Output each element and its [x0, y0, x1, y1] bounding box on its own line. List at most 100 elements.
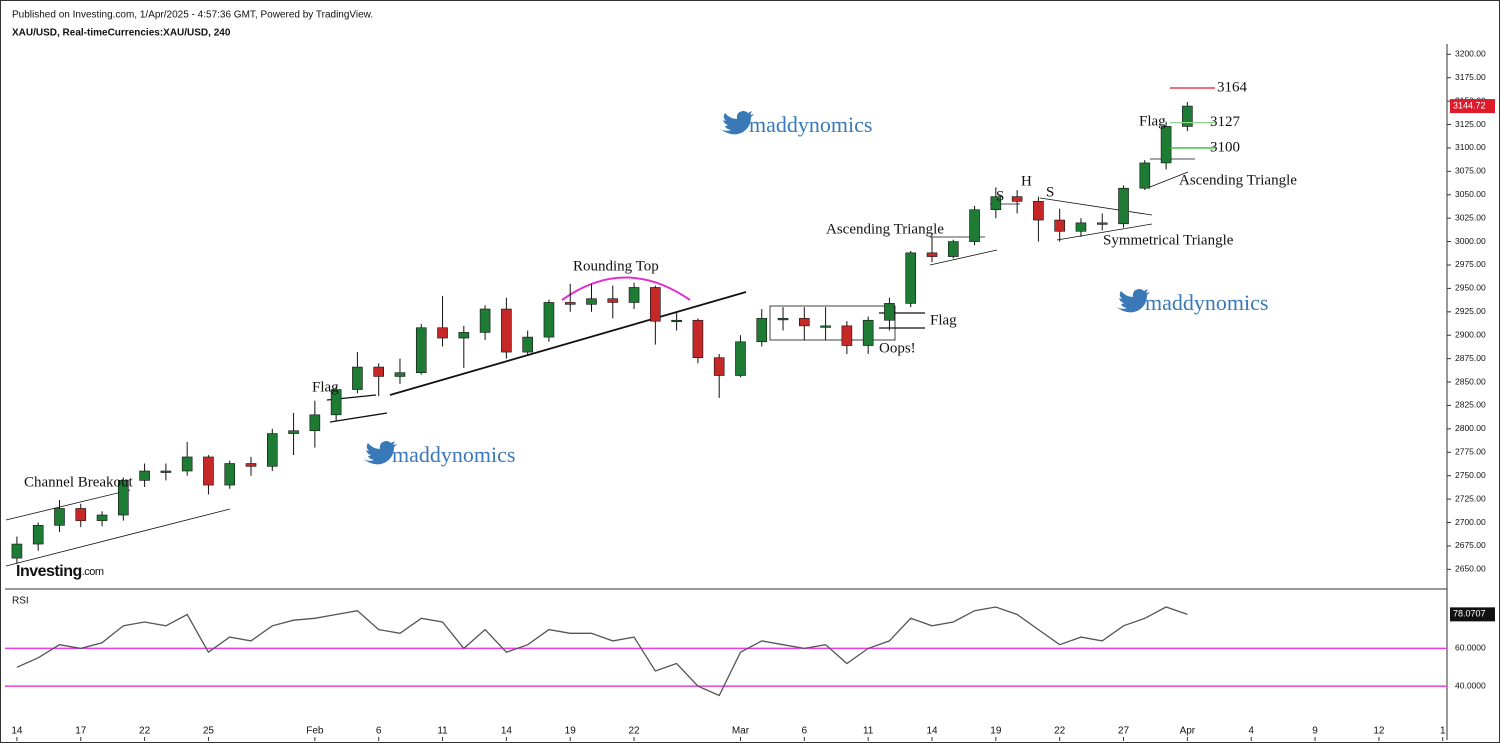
watermark: maddynomics — [1145, 290, 1268, 315]
candle-body — [756, 318, 768, 343]
annotation: Ascending Triangle — [826, 221, 944, 237]
candle-body — [54, 508, 65, 526]
candle-body — [288, 430, 299, 434]
candle-body — [139, 470, 150, 481]
x-tick-label: 11 — [863, 726, 874, 737]
candle-body — [522, 336, 533, 353]
rsi-line — [16, 606, 1188, 697]
x-tick-label: 14 — [501, 726, 513, 737]
level-label: 3127 — [1210, 114, 1241, 130]
rsi-tick-label: 60.0000 — [1455, 643, 1486, 653]
candle-body — [266, 433, 278, 467]
candle-body — [947, 241, 959, 257]
candle-body — [181, 456, 193, 472]
y-tick-label: 3175.00 — [1455, 72, 1486, 82]
annotation: Rounding Top — [573, 258, 659, 274]
candle-body — [309, 414, 321, 432]
x-tick-label: 12 — [1373, 726, 1385, 737]
x-tick-label: 9 — [1312, 726, 1318, 737]
x-tick-label: 22 — [139, 726, 151, 737]
rsi-tick-label: 40.0000 — [1455, 680, 1486, 690]
y-tick-label: 3000.00 — [1455, 236, 1486, 246]
y-tick-label: 2750.00 — [1455, 470, 1486, 480]
x-tick-label: 14 — [926, 726, 938, 737]
y-tick-label: 2975.00 — [1455, 259, 1486, 269]
level-label: 3100 — [1210, 139, 1240, 155]
bird-icon — [363, 441, 397, 465]
candle-body — [650, 287, 661, 322]
candle-body — [777, 318, 789, 321]
candle-body — [203, 456, 214, 486]
candle-body — [862, 319, 874, 346]
candle-body — [735, 341, 746, 376]
candle-body — [1011, 196, 1023, 202]
x-tick-label: 27 — [1118, 726, 1130, 737]
y-tick-label: 2800.00 — [1455, 423, 1486, 433]
y-tick-label: 2925.00 — [1455, 306, 1486, 316]
candle-body — [926, 252, 938, 257]
candle-body — [330, 389, 342, 416]
bird-icon — [720, 111, 754, 135]
y-tick-label: 3025.00 — [1455, 212, 1486, 222]
x-tick-label: 19 — [990, 726, 1002, 737]
symbol: XAU/USD, Real-timeCurrencies:XAU/USD, 24… — [12, 28, 231, 39]
candle-body — [1182, 105, 1193, 127]
candle-body — [224, 463, 236, 486]
x-tick-label: 14 — [11, 726, 23, 737]
candle-body — [118, 480, 129, 516]
x-tick-label: 6 — [376, 726, 382, 737]
published: Published on Investing.com, 1/Apr/2025 -… — [12, 10, 373, 21]
candle-body — [564, 302, 576, 305]
candle-body — [501, 308, 512, 353]
y-tick-label: 2900.00 — [1455, 329, 1486, 339]
x-tick-label: 11 — [437, 726, 448, 737]
candle-body — [32, 525, 44, 545]
candle-body — [1139, 162, 1151, 189]
candle-body — [799, 318, 810, 327]
candle-body — [692, 319, 704, 359]
candle-body — [713, 357, 725, 376]
x-tick-label: Feb — [306, 726, 324, 737]
annotation: Oops! — [879, 340, 916, 356]
x-tick-label: 17 — [75, 726, 87, 737]
y-tick-label: 2875.00 — [1455, 353, 1486, 363]
candle-body — [479, 308, 491, 333]
candle-body — [160, 470, 172, 473]
y-tick-label: 3125.00 — [1455, 119, 1486, 129]
bird-icon — [1116, 289, 1150, 313]
annotation: Symmetrical Triangle — [1103, 232, 1234, 248]
candle-body — [458, 332, 470, 339]
y-tick-label: 3075.00 — [1455, 166, 1486, 176]
candle-body — [905, 252, 917, 304]
annotation: Channel Breakout — [24, 474, 134, 490]
candle-body — [820, 325, 831, 328]
x-tick-label: 22 — [629, 726, 641, 737]
annotation: S — [1046, 184, 1054, 200]
x-tick-label: 22 — [1054, 726, 1066, 737]
candle-body — [884, 303, 895, 321]
candle-body — [628, 287, 640, 303]
rsi-title: RSI — [12, 596, 29, 607]
candle-body — [373, 366, 384, 377]
candle-body — [75, 508, 87, 521]
candle-body — [841, 325, 853, 346]
x-tick-label: 6 — [802, 726, 808, 737]
y-tick-label: 2700.00 — [1455, 517, 1486, 527]
x-tick-label: Apr — [1180, 726, 1196, 737]
candle-body — [1075, 222, 1087, 232]
candle-body — [245, 463, 257, 467]
candle-body — [1160, 126, 1172, 164]
x-tick-label: 19 — [565, 726, 577, 737]
candle-body — [969, 209, 980, 242]
y-tick-label: 2675.00 — [1455, 540, 1486, 550]
annotation: Flag — [930, 312, 957, 328]
y-tick-label: 3100.00 — [1455, 142, 1486, 152]
candle-body — [11, 543, 23, 559]
candle-body — [543, 302, 555, 338]
candle-body — [394, 372, 406, 377]
y-tick-label: 2825.00 — [1455, 400, 1486, 410]
annotation: H — [1021, 173, 1032, 189]
